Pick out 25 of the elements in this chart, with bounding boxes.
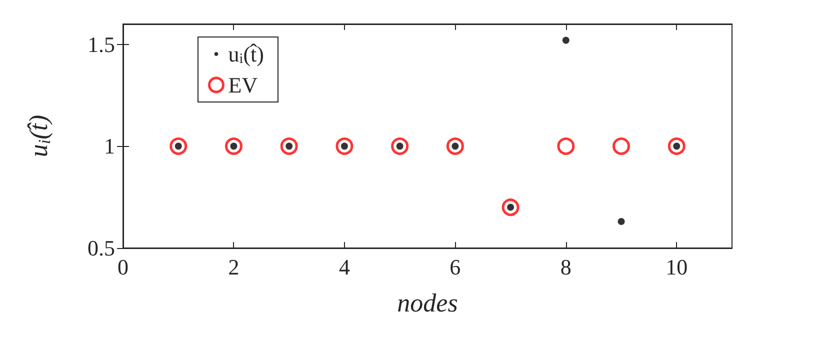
point [668, 137, 686, 155]
point [612, 137, 630, 155]
y-tick-label: 1 [104, 134, 115, 159]
point [170, 137, 188, 155]
point [557, 137, 575, 155]
x-tick-label: 4 [338, 254, 350, 280]
point [224, 137, 242, 155]
x-tick-label: 10 [666, 254, 688, 280]
x-tick-label: 2 [228, 254, 240, 280]
point [280, 137, 298, 155]
legend-label: EV [228, 72, 258, 98]
legend-label: ui(t̂) [228, 42, 264, 67]
point [562, 36, 570, 44]
x-tick-label: 6 [450, 254, 461, 280]
point [502, 198, 520, 216]
x-tick-label: 8 [560, 254, 572, 280]
point [618, 218, 625, 226]
point [336, 137, 354, 155]
point [446, 137, 464, 155]
point [391, 137, 409, 155]
y-tick-label: 0.5 [88, 236, 115, 260]
y-tick-label: 1.5 [88, 32, 115, 57]
x-tick-label: 0 [118, 254, 128, 280]
x-axis-title: nodes [397, 288, 458, 318]
y-axis-title: ui(t̂) [24, 114, 54, 158]
